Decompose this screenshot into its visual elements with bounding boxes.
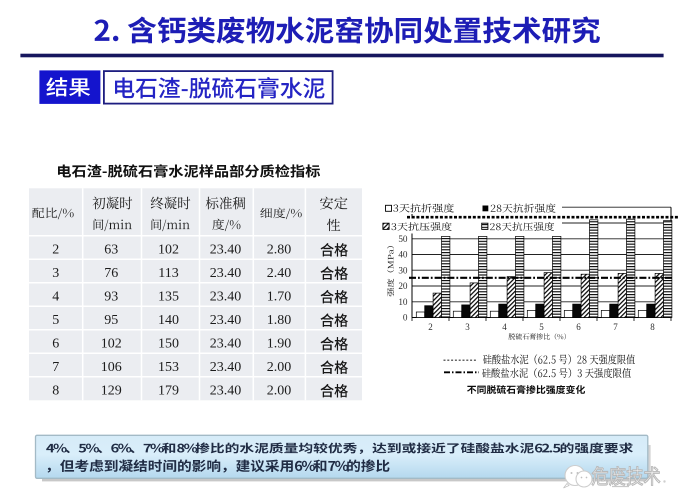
svg-text:1.70: 1.70 (267, 290, 292, 305)
svg-text:23.40: 23.40 (210, 290, 242, 305)
svg-text:113: 113 (158, 266, 178, 281)
svg-text:76: 76 (104, 266, 118, 281)
svg-text:23.40: 23.40 (210, 313, 242, 328)
svg-text:140: 140 (158, 313, 179, 328)
svg-text:135: 135 (158, 290, 179, 305)
svg-text:10: 10 (398, 297, 408, 307)
svg-text:63: 63 (104, 243, 118, 258)
svg-text:7: 7 (613, 322, 618, 332)
svg-text:5: 5 (539, 322, 544, 332)
svg-text:30: 30 (398, 265, 408, 275)
svg-text:8: 8 (52, 384, 59, 399)
svg-text:6: 6 (576, 322, 581, 332)
svg-text:40: 40 (398, 250, 408, 260)
svg-text:3: 3 (465, 322, 470, 332)
svg-text:5: 5 (52, 313, 59, 328)
svg-text:129: 129 (101, 384, 122, 399)
svg-text:2.00: 2.00 (267, 384, 292, 399)
svg-text:1.80: 1.80 (267, 313, 292, 328)
svg-text:2.00: 2.00 (267, 360, 292, 375)
svg-text:23.40: 23.40 (210, 337, 242, 352)
svg-text:179: 179 (158, 384, 179, 399)
svg-text:1.90: 1.90 (267, 337, 292, 352)
svg-text:2.40: 2.40 (267, 266, 292, 281)
svg-text:23.40: 23.40 (210, 360, 242, 375)
svg-text:93: 93 (104, 290, 118, 305)
svg-text:23.40: 23.40 (210, 266, 242, 281)
svg-text:23.40: 23.40 (210, 243, 242, 258)
svg-text:95: 95 (104, 313, 118, 328)
svg-text:2.80: 2.80 (267, 243, 292, 258)
svg-text:102: 102 (101, 337, 122, 352)
svg-text:8: 8 (650, 322, 655, 332)
svg-text:6: 6 (52, 337, 59, 352)
svg-text:3: 3 (52, 266, 59, 281)
svg-text:2: 2 (428, 322, 433, 332)
svg-text:153: 153 (158, 360, 179, 375)
svg-text:4: 4 (52, 290, 59, 305)
svg-text:150: 150 (158, 337, 179, 352)
svg-text:23.40: 23.40 (210, 384, 242, 399)
svg-text:2: 2 (52, 243, 59, 258)
svg-text:0: 0 (403, 313, 408, 323)
svg-text:50: 50 (398, 234, 408, 244)
svg-text:4: 4 (502, 322, 507, 332)
svg-text:20: 20 (398, 281, 408, 291)
svg-text:7: 7 (52, 360, 59, 375)
svg-text:102: 102 (158, 243, 179, 258)
svg-text:106: 106 (101, 360, 122, 375)
